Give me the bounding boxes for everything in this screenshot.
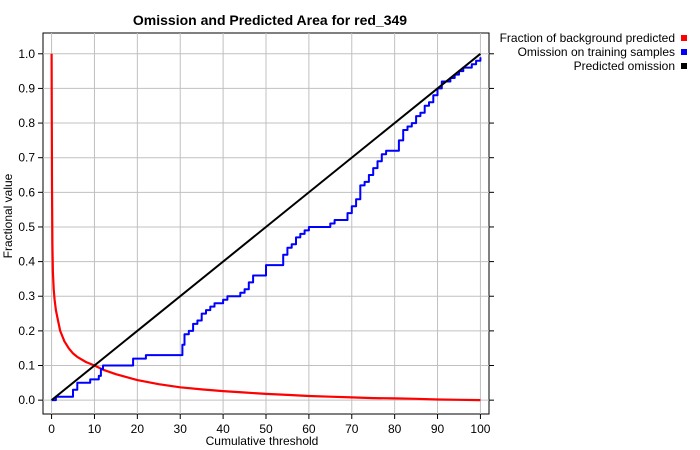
legend-label: Predicted omission bbox=[574, 59, 675, 73]
y-tick-label: 0.7 bbox=[18, 151, 35, 165]
series-background-predicted-line bbox=[50, 53, 481, 402]
x-axis-label: Cumulative threshold bbox=[206, 434, 319, 448]
x-tick-label: 10 bbox=[88, 422, 102, 436]
legend-label: Fraction of background predicted bbox=[500, 31, 675, 45]
x-tick-label: 80 bbox=[388, 422, 402, 436]
y-tick-label: 0.4 bbox=[18, 255, 35, 269]
legend-swatch-predicted-omission bbox=[681, 63, 687, 69]
y-axis-label: Fractional value bbox=[1, 173, 15, 258]
x-tick-label: 60 bbox=[302, 422, 316, 436]
y-tick-label: 0.1 bbox=[18, 359, 35, 373]
x-tick-label: 20 bbox=[131, 422, 145, 436]
legend: Fraction of background predictedOmission… bbox=[500, 31, 687, 73]
x-tick-label: 90 bbox=[431, 422, 445, 436]
x-tick-label: 40 bbox=[216, 422, 230, 436]
x-tick-label: 0 bbox=[48, 422, 55, 436]
y-tick-label: 0.2 bbox=[18, 324, 35, 338]
y-tick-label: 0.8 bbox=[18, 116, 35, 130]
x-tick-label: 30 bbox=[174, 422, 188, 436]
y-tick-label: 0.0 bbox=[18, 393, 35, 407]
legend-label: Omission on training samples bbox=[518, 45, 675, 59]
chart-title: Omission and Predicted Area for red_349 bbox=[133, 12, 407, 28]
legend-swatch-omission-training bbox=[681, 49, 687, 55]
series-layer bbox=[50, 53, 482, 402]
x-tick-label: 100 bbox=[470, 422, 490, 436]
x-tick-label: 50 bbox=[259, 422, 273, 436]
axis-ticks: 0 10 20 30 40 50 60 70 80 90 100 0.0 0.1 0.2 0.3 0.4 0.5… bbox=[18, 47, 494, 436]
grid bbox=[43, 33, 489, 414]
y-tick-label: 0.9 bbox=[18, 81, 35, 95]
series-predicted-omission-line bbox=[50, 53, 482, 401]
y-tick-label: 0.6 bbox=[18, 185, 35, 199]
series-omission-training-line bbox=[51, 57, 482, 402]
y-tick-label: 1.0 bbox=[18, 47, 35, 61]
legend-swatch-background-predicted bbox=[681, 35, 687, 41]
y-tick-label: 0.3 bbox=[18, 289, 35, 303]
x-tick-label: 70 bbox=[345, 422, 359, 436]
y-tick-label: 0.5 bbox=[18, 220, 35, 234]
